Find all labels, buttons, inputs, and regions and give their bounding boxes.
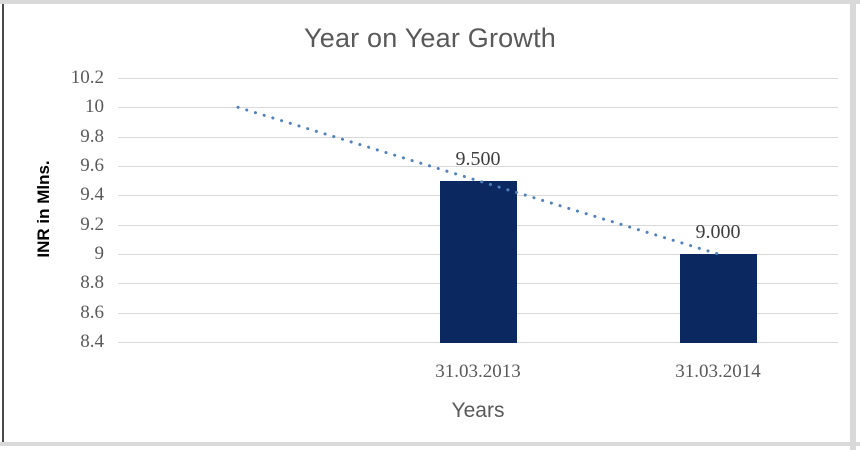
y-axis-tick-label: 8.8: [80, 272, 104, 293]
y-axis-tick-label: 10.2: [70, 67, 104, 88]
bar-data-label: 9.000: [695, 221, 741, 243]
bar: [680, 254, 757, 343]
frame-edge-left: [2, 4, 4, 442]
gridline: [118, 137, 838, 138]
y-axis-tick-label: 10: [85, 96, 104, 117]
y-axis-tick-label: 9.8: [80, 126, 104, 147]
y-axis-tick-label: 9: [94, 243, 105, 264]
gridline: [118, 78, 838, 79]
chart-title: Year on Year Growth: [304, 23, 556, 53]
frame-edge-top: [0, 0, 860, 4]
bar: [440, 181, 517, 343]
y-axis-tick-label: 8.4: [80, 331, 104, 352]
gridline: [118, 107, 838, 108]
y-axis-tick-label: 9.2: [80, 214, 104, 235]
frame-edge-bottom: [0, 442, 860, 446]
y-axis-tick-label: 9.4: [80, 184, 104, 205]
x-axis-tick-label: 31.03.2014: [675, 361, 761, 382]
x-axis-title: Years: [451, 399, 505, 422]
x-axis-tick-label: 31.03.2013: [435, 361, 521, 382]
frame-edge-right: [850, 0, 856, 450]
y-axis-tick-label: 9.6: [80, 155, 104, 176]
bar-data-label: 9.500: [455, 148, 501, 170]
y-axis-tick-label: 8.6: [80, 302, 104, 323]
